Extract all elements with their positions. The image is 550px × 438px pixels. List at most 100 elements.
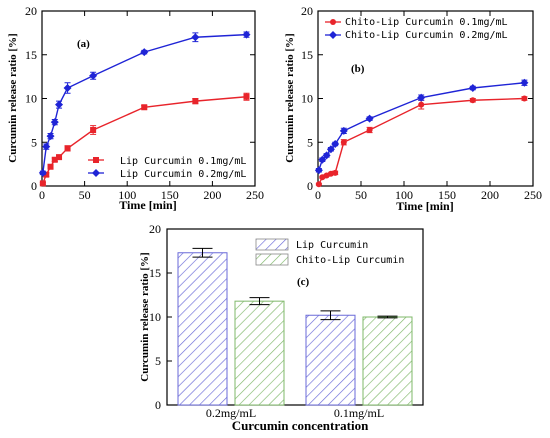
- y-tick-label-c-4: 20: [149, 222, 161, 236]
- y-tick-label-b-2: 10: [301, 92, 313, 106]
- data-point-a-1-7: [140, 48, 149, 57]
- x-category-label-c-1: 0.1mg/mL: [334, 406, 384, 420]
- x-tick-label-b-5: 250: [524, 188, 542, 202]
- y-axis-label-b: Curcumin release ratio [%]: [284, 33, 296, 162]
- legend-label-b-0: Chito-Lip Curcumin 0.1mg/mL: [345, 17, 508, 28]
- y-tick-label-a-3: 15: [25, 48, 37, 62]
- data-point-a-0-2: [47, 163, 54, 170]
- legend-c: Lip Curcumin Chito-Lip Curcumin: [255, 238, 404, 266]
- y-tick-label-c-1: 5: [155, 354, 161, 368]
- data-point-b-0-8: [469, 97, 476, 104]
- data-point-a-0-6: [90, 127, 97, 133]
- data-point-b-0-7: [418, 101, 425, 108]
- x-tick-label-a-3: 150: [161, 188, 179, 202]
- series-line-a-1: [42, 33, 247, 173]
- y-tick-label-b-4: 20: [301, 4, 313, 18]
- panel-label-a: (a): [77, 38, 90, 50]
- legend-marker-a-1: [92, 169, 100, 177]
- x-tick-label-b-1: 50: [355, 188, 367, 202]
- y-tick-label-a-4: 20: [25, 4, 37, 18]
- legend-label-c-1: Chito-Lip Curcumin: [296, 255, 404, 266]
- data-point-b-1-4: [331, 140, 340, 148]
- data-point-b-1-9: [520, 78, 529, 87]
- y-tick-label-a-2: 10: [25, 92, 37, 106]
- legend-a: Lip Curcumin 0.1mg/mL Lip Curcumin 0.2mg…: [88, 156, 246, 180]
- axis-ticks-c: 0 5 10 15 20 0.2mg/mL 0.1mg/mL: [149, 222, 384, 420]
- bar-group-c: [177, 247, 413, 406]
- legend-marker-b-1: [329, 31, 337, 39]
- data-point-a-1-2: [46, 132, 55, 141]
- x-axis-label-c: Curcumin concentration: [232, 418, 369, 433]
- legend-marker-a-0: [93, 157, 99, 163]
- data-point-b-1-1: [318, 155, 327, 164]
- bar-c-1-1: [362, 316, 413, 406]
- bar-c-1-0: [234, 300, 285, 406]
- data-point-a-0-5: [64, 145, 71, 152]
- data-point-a-1-8: [191, 33, 200, 42]
- y-tick-label-c-2: 10: [149, 310, 161, 324]
- y-tick-label-a-1: 5: [31, 135, 37, 149]
- series-a-1: [38, 30, 251, 177]
- legend-swatch-c-1: [255, 253, 289, 266]
- data-point-b-1-3: [326, 145, 335, 154]
- chart-panel-a: 0 50 100 150 200 250 0 5 10 15 20 (a) Time [min] C…: [7, 4, 264, 212]
- panel-label-c: (c): [297, 276, 310, 288]
- x-tick-label-a-0: 0: [39, 188, 45, 202]
- chart-panel-b: 0 50 100 150 200 250 0 5 10 15 20 (b) Time [min] C…: [284, 4, 542, 213]
- data-point-b-0-4: [332, 169, 339, 176]
- bar-c-0-0: [177, 252, 228, 406]
- data-point-a-0-1: [43, 171, 50, 178]
- series-b-1: [314, 78, 529, 175]
- y-tick-label-c-0: 0: [155, 398, 161, 412]
- legend-b: Chito-Lip Curcumin 0.1mg/mL Chito-Lip Cu…: [325, 17, 508, 41]
- series-a-0: [39, 92, 250, 187]
- x-tick-label-b-3: 150: [438, 188, 456, 202]
- data-point-b-1-5: [339, 126, 348, 135]
- data-point-a-1-6: [89, 71, 98, 80]
- legend-swatch-c-0: [255, 238, 289, 251]
- x-category-label-c-0: 0.2mg/mL: [206, 406, 256, 420]
- data-point-b-0-6: [366, 127, 373, 133]
- series-group-b: [314, 78, 529, 188]
- data-point-a-1-1: [42, 142, 51, 151]
- series-b-0: [315, 95, 528, 188]
- legend-label-a-0: Lip Curcumin 0.1mg/mL: [120, 156, 246, 167]
- x-tick-label-a-1: 50: [79, 188, 91, 202]
- series-group-a: [38, 30, 251, 187]
- x-tick-label-b-2: 100: [395, 188, 413, 202]
- data-point-a-1-0: [38, 168, 47, 177]
- legend-label-a-1: Lip Curcumin 0.2mg/mL: [120, 169, 246, 180]
- x-tick-label-a-5: 250: [246, 188, 264, 202]
- data-point-b-0-5: [340, 139, 347, 146]
- y-axis-label-c: Curcumin release ratio [%]: [139, 252, 151, 381]
- legend-marker-b-0: [330, 19, 336, 25]
- data-point-a-1-9: [242, 30, 251, 39]
- x-tick-label-a-2: 100: [118, 188, 136, 202]
- data-point-a-0-9: [243, 93, 250, 100]
- bar-c-0-1: [305, 314, 356, 406]
- y-tick-label-b-0: 0: [307, 179, 313, 193]
- data-point-b-1-7: [417, 93, 426, 102]
- y-axis-label-a: Curcumin release ratio [%]: [7, 33, 19, 162]
- x-tick-label-a-4: 200: [203, 188, 221, 202]
- data-point-a-0-3: [51, 156, 58, 163]
- series-line-b-0: [318, 97, 525, 185]
- data-point-b-0-0: [315, 181, 322, 188]
- data-point-b-1-6: [365, 114, 374, 123]
- data-point-a-0-7: [141, 104, 148, 111]
- x-axis-label-b: Time [min]: [396, 199, 453, 213]
- x-axis-label-a: Time [min]: [119, 198, 176, 212]
- data-point-a-0-0: [39, 180, 46, 187]
- data-point-b-1-8: [468, 84, 477, 92]
- data-point-a-1-3: [50, 118, 59, 127]
- y-tick-label-b-1: 5: [307, 135, 313, 149]
- data-point-b-1-2: [322, 151, 331, 160]
- data-point-a-1-5: [63, 84, 72, 92]
- y-tick-label-b-3: 15: [301, 48, 313, 62]
- y-tick-label-c-3: 15: [149, 266, 161, 280]
- series-line-a-0: [42, 96, 247, 184]
- legend-label-b-1: Chito-Lip Curcumin 0.2mg/mL: [345, 30, 508, 41]
- data-point-a-0-4: [56, 154, 63, 161]
- x-tick-label-b-0: 0: [315, 188, 321, 202]
